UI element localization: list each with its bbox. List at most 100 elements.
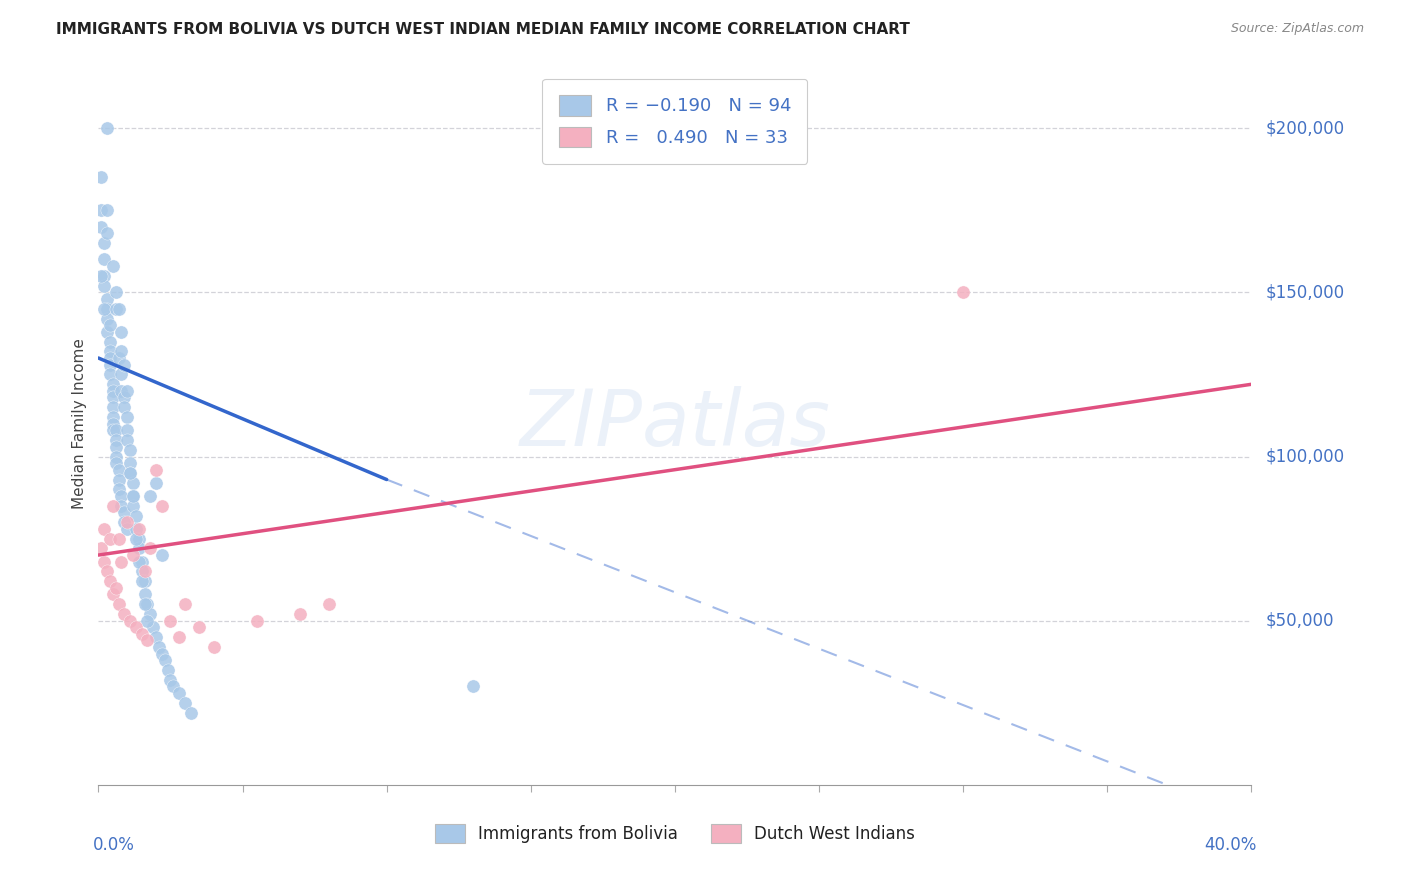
Point <box>136 633 159 648</box>
Point <box>107 532 129 546</box>
Point <box>145 630 167 644</box>
Point <box>134 598 156 612</box>
Point <box>107 463 129 477</box>
Point <box>117 410 139 425</box>
Point <box>107 301 129 316</box>
Point <box>96 311 118 326</box>
Point <box>93 278 115 293</box>
Point <box>96 565 118 579</box>
Point <box>98 532 121 546</box>
Point <box>98 334 121 349</box>
Point <box>188 620 211 634</box>
Point <box>122 489 145 503</box>
Point <box>104 581 127 595</box>
Point <box>122 489 145 503</box>
Point <box>112 358 135 372</box>
Point <box>134 587 156 601</box>
Point <box>101 587 124 601</box>
Point <box>167 686 190 700</box>
Text: ZIPatlas: ZIPatlas <box>519 385 831 462</box>
Point <box>101 384 124 398</box>
Point <box>122 548 145 562</box>
Point <box>318 598 340 612</box>
Point <box>139 541 162 556</box>
Point <box>136 598 159 612</box>
Point <box>110 499 132 513</box>
Point <box>96 203 118 218</box>
Point <box>162 680 184 694</box>
Point <box>117 522 139 536</box>
Point <box>107 473 129 487</box>
Point <box>461 680 484 694</box>
Point <box>153 653 176 667</box>
Point <box>128 532 150 546</box>
Point <box>90 541 112 556</box>
Point <box>93 235 115 250</box>
Point <box>96 301 118 316</box>
Point <box>131 555 153 569</box>
Point <box>112 391 135 405</box>
Text: IMMIGRANTS FROM BOLIVIA VS DUTCH WEST INDIAN MEDIAN FAMILY INCOME CORRELATION CH: IMMIGRANTS FROM BOLIVIA VS DUTCH WEST IN… <box>56 22 910 37</box>
Point <box>125 620 148 634</box>
Point <box>98 574 121 589</box>
Point <box>159 673 181 687</box>
Point <box>112 505 135 519</box>
Point <box>150 499 173 513</box>
Point <box>142 620 165 634</box>
Point <box>98 344 121 359</box>
Point <box>290 607 312 622</box>
Point <box>148 640 170 654</box>
Point <box>101 391 124 405</box>
Point <box>110 368 132 382</box>
Point <box>93 555 115 569</box>
Point <box>101 417 124 431</box>
Point <box>150 548 173 562</box>
Point <box>131 574 153 589</box>
Point <box>101 423 124 437</box>
Point <box>107 351 129 365</box>
Point <box>93 252 115 267</box>
Point <box>93 301 115 316</box>
Y-axis label: Median Family Income: Median Family Income <box>72 338 87 509</box>
Point <box>90 170 112 185</box>
Point <box>128 522 150 536</box>
Point <box>104 423 127 437</box>
Point <box>167 630 190 644</box>
Legend: Immigrants from Bolivia, Dutch West Indians: Immigrants from Bolivia, Dutch West Indi… <box>422 810 928 856</box>
Point <box>112 401 135 415</box>
Point <box>104 456 127 470</box>
Point <box>145 475 167 490</box>
Point <box>104 285 127 300</box>
Point <box>117 384 139 398</box>
Point <box>120 456 142 470</box>
Point <box>98 351 121 365</box>
Point <box>120 442 142 457</box>
Point <box>110 344 132 359</box>
Text: 0.0%: 0.0% <box>93 836 135 854</box>
Point <box>112 515 135 529</box>
Point <box>134 565 156 579</box>
Point <box>96 226 118 240</box>
Point <box>159 614 181 628</box>
Point <box>180 706 202 720</box>
Point <box>117 423 139 437</box>
Point <box>90 219 112 234</box>
Point <box>125 522 148 536</box>
Point <box>202 640 225 654</box>
Point <box>98 368 121 382</box>
Point <box>136 614 159 628</box>
Point <box>125 508 148 523</box>
Point <box>156 663 179 677</box>
Point <box>107 598 129 612</box>
Point <box>134 574 156 589</box>
Point <box>117 515 139 529</box>
Point <box>122 499 145 513</box>
Point <box>139 607 162 622</box>
Point <box>174 696 197 710</box>
Point <box>93 268 115 283</box>
Point <box>110 325 132 339</box>
Point <box>110 489 132 503</box>
Point <box>104 433 127 447</box>
Point <box>246 614 269 628</box>
Point <box>952 285 974 300</box>
